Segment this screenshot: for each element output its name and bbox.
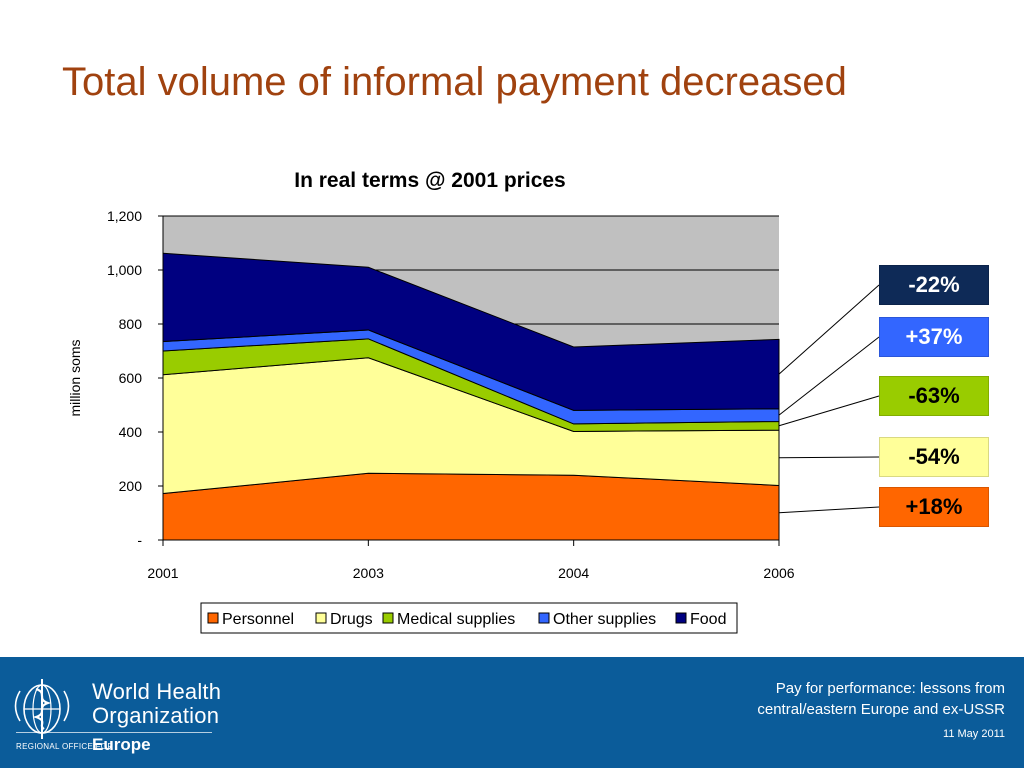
- stacked-area-chart: In real terms @ 2001 prices million soms…: [67, 169, 880, 634]
- chart-title: In real terms @ 2001 prices: [294, 169, 565, 192]
- y-tick-label: 1,200: [107, 208, 142, 224]
- x-tick-label: 2001: [147, 565, 178, 581]
- y-tick-label: 200: [119, 478, 143, 494]
- presentation-date: 11 May 2011: [943, 728, 1005, 740]
- legend-box: [200, 602, 738, 634]
- y-tick-label: -: [137, 532, 142, 548]
- y-tick-label: 400: [119, 424, 143, 440]
- change-badge-other-supplies: +37%: [879, 317, 989, 357]
- slide-title: Total volume of informal payment decreas…: [62, 60, 847, 104]
- x-tick-label: 2004: [558, 565, 589, 581]
- region-label: Europe: [92, 735, 151, 754]
- legend-swatch-personnel: [207, 612, 219, 624]
- legend-label-personnel: Personnel: [222, 611, 294, 628]
- badge-connector: [778, 284, 880, 375]
- badge-connector: [778, 336, 880, 416]
- legend-label-drugs: Drugs: [330, 611, 373, 628]
- footer-bar: World Health Organization REGIONAL OFFIC…: [0, 657, 1024, 768]
- change-badge-personnel: +18%: [879, 487, 989, 527]
- change-badge-medical-supplies: -63%: [879, 376, 989, 416]
- org-name-line-1: World Health: [92, 679, 222, 704]
- legend-swatch-other-supplies: [538, 612, 550, 624]
- regional-office-label: REGIONAL OFFICE FOR: [16, 742, 114, 751]
- presentation-title-line-1: Pay for performance: lessons from: [775, 680, 1005, 697]
- presentation-title-line-2: central/eastern Europe and ex-USSR: [757, 701, 1005, 718]
- legend-swatch-food: [675, 612, 687, 624]
- y-tick-label: 800: [119, 316, 143, 332]
- legend-label-other-supplies: Other supplies: [553, 611, 656, 628]
- x-tick-label: 2003: [353, 565, 384, 581]
- badge-connector: [778, 506, 880, 514]
- badge-connector: [778, 395, 880, 427]
- x-tick-label: 2006: [763, 565, 794, 581]
- legend-swatch-medical-supplies: [382, 612, 394, 624]
- logo-divider: [16, 732, 212, 733]
- org-name-line-2: Organization: [92, 703, 220, 728]
- area-food: [162, 252, 780, 411]
- who-emblem-icon: [14, 679, 70, 739]
- legend-swatch-drugs: [315, 612, 327, 624]
- change-badge-drugs: -54%: [879, 437, 989, 477]
- change-badge-food: -22%: [879, 265, 989, 305]
- legend-label-medical-supplies: Medical supplies: [397, 611, 515, 628]
- y-axis-label: million soms: [67, 339, 83, 416]
- y-tick-label: 1,000: [107, 262, 142, 278]
- legend-label-food: Food: [690, 611, 726, 628]
- y-tick-label: 600: [119, 370, 143, 386]
- badge-connector: [778, 456, 880, 459]
